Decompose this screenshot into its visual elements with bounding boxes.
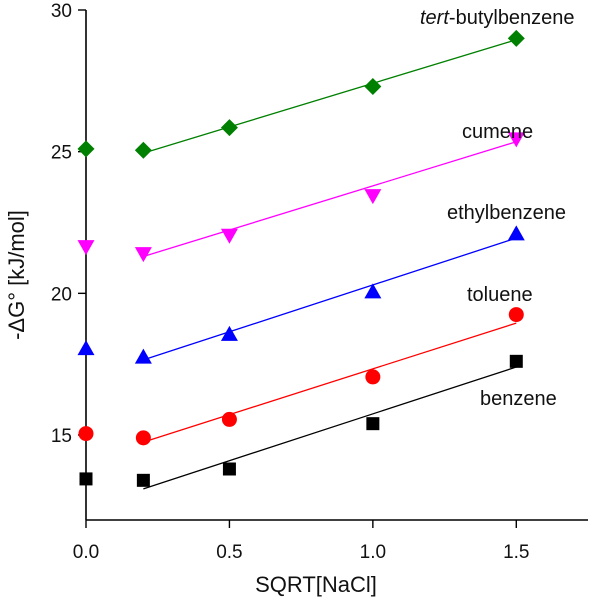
x-tick-label: 1.5	[503, 542, 529, 563]
y-tick-label: 15	[51, 426, 72, 447]
data-point-tert-butylbenzene	[77, 140, 95, 158]
y-ticks: 15 20 25 30	[51, 1, 86, 447]
data-point-cumene	[364, 189, 382, 205]
y-tick-label: 20	[51, 284, 72, 305]
x-tick-label: 0.0	[73, 542, 99, 563]
data-point-tert-butylbenzene	[507, 29, 525, 47]
series-label-benzene: benzene	[480, 388, 557, 410]
data-point-ethylbenzene	[134, 348, 152, 364]
data-point-benzene	[79, 472, 93, 486]
data-point-ethylbenzene	[220, 325, 238, 341]
data-point-ethylbenzene	[77, 340, 95, 356]
data-point-benzene	[222, 462, 236, 476]
series-label-tert-butylbenzene: tert-butylbenzene	[420, 7, 575, 29]
data-point-tert-butylbenzene	[134, 141, 152, 159]
x-axis-title: SQRT[NaCl]	[255, 572, 377, 597]
data-point-benzene	[136, 473, 150, 487]
data-point-toluene	[221, 411, 237, 427]
series-label-ethylbenzene: ethylbenzene	[447, 202, 566, 224]
y-tick-label: 25	[51, 143, 72, 164]
data-point-benzene	[366, 417, 380, 431]
data-point-toluene	[508, 307, 524, 323]
y-tick-label: 30	[51, 1, 72, 22]
data-point-cumene	[507, 132, 525, 148]
fit-line-benzene	[143, 366, 517, 490]
data-point-toluene	[78, 426, 94, 442]
data-point-tert-butylbenzene	[220, 119, 238, 137]
x-tick-label: 1.0	[360, 542, 386, 563]
fit-line-ethylbenzene	[143, 237, 517, 361]
data-point-ethylbenzene	[507, 225, 525, 241]
data-point-tert-butylbenzene	[364, 78, 382, 95]
x-tick-label: 0.5	[216, 542, 242, 563]
series-label-toluene: toluene	[467, 284, 533, 306]
series-label-tert-suffix: -butylbenzene	[449, 7, 575, 29]
y-axis-title: -ΔG° [kJ/mol]	[4, 210, 29, 340]
data-point-cumene	[77, 240, 95, 256]
data-point-benzene	[509, 354, 523, 368]
axes	[85, 10, 588, 521]
series-label-tert-prefix: tert	[420, 7, 450, 29]
data-markers	[77, 29, 525, 487]
fit-line-tert-butylbenzene	[143, 39, 517, 154]
data-point-cumene	[220, 228, 238, 244]
fit-lines	[143, 39, 517, 490]
data-point-toluene	[135, 430, 151, 446]
data-point-cumene	[134, 247, 152, 263]
data-point-toluene	[365, 369, 381, 385]
fit-line-cumene	[143, 141, 517, 258]
data-point-ethylbenzene	[364, 283, 382, 299]
x-ticks: 0.0 0.5 1.0 1.5	[73, 520, 529, 563]
series-label-cumene: cumene	[462, 121, 533, 143]
fit-line-toluene	[143, 322, 517, 443]
